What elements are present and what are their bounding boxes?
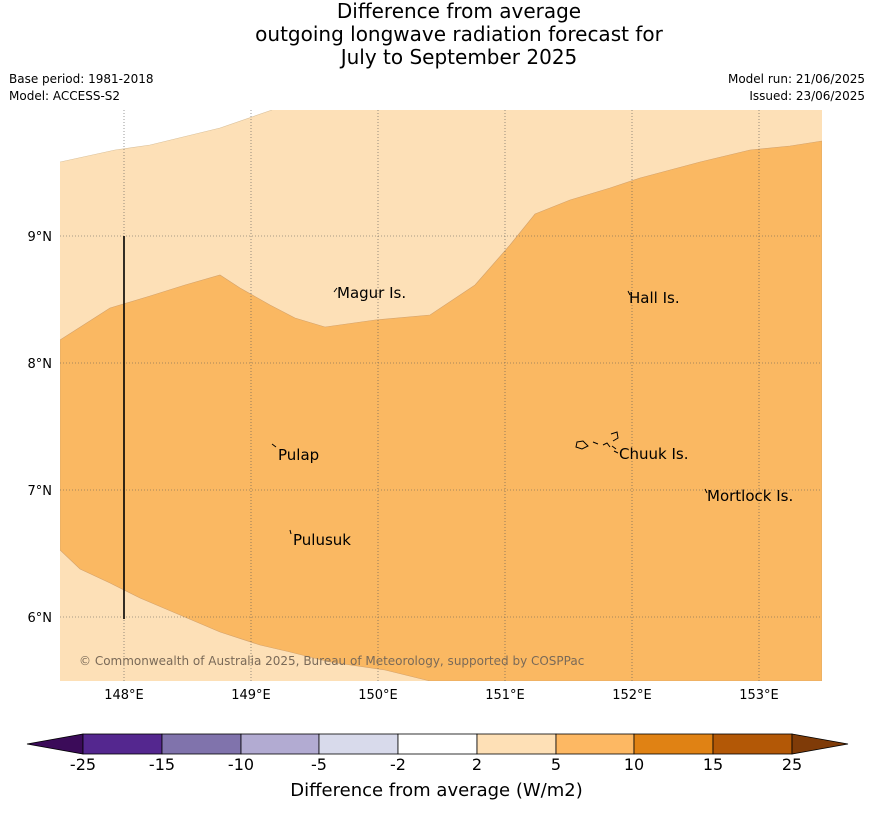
model-run: Model run: 21/06/2025 bbox=[727, 72, 865, 86]
lon-label-149e: 149°E bbox=[231, 688, 271, 703]
colorbar-bin-2 bbox=[161, 733, 242, 755]
lon-label-150e: 150°E bbox=[358, 688, 398, 703]
colorbar-bin-5 bbox=[397, 733, 478, 755]
meta-left: Base period: 1981-2018 Model: ACCESS-S2 bbox=[9, 71, 154, 105]
colorbar-tick: 2 bbox=[471, 755, 483, 774]
lat-label-8n: 8°N bbox=[28, 357, 53, 372]
colorbar-tick: -5 bbox=[311, 755, 327, 774]
anomaly-region-5-10 bbox=[60, 140, 822, 681]
meta-right: Model run: 21/06/2025 Issued: 23/06/2025 bbox=[728, 71, 865, 105]
colorbar-tick: 15 bbox=[702, 755, 724, 774]
lon-label-148e: 148°E bbox=[104, 688, 144, 703]
lon-label-153e: 153°E bbox=[739, 688, 779, 703]
model-name: Model: ACCESS-S2 bbox=[9, 89, 121, 103]
colorbar-tick: -10 bbox=[227, 755, 255, 774]
mortlock-island bbox=[704, 488, 708, 494]
place-label-magur: Magur Is. bbox=[337, 284, 406, 302]
colorbar-bin-7 bbox=[555, 733, 635, 755]
colorbar-extend-low bbox=[26, 733, 84, 755]
colorbar-bin-9 bbox=[712, 733, 793, 755]
copyright-notice: © Commonwealth of Australia 2025, Bureau… bbox=[79, 654, 584, 668]
magur-island bbox=[333, 287, 338, 293]
islands bbox=[271, 287, 708, 535]
place-label-hall: Hall Is. bbox=[629, 289, 680, 307]
chuuk-lagoon bbox=[575, 431, 619, 454]
map-top-edge bbox=[60, 110, 822, 162]
title-line-3: July to September 2025 bbox=[340, 45, 578, 69]
lat-label-7n: 7°N bbox=[28, 484, 53, 499]
colorbar bbox=[26, 733, 849, 755]
map-area: Magur Is. Hall Is. Pulap Chuuk Is. Mortl… bbox=[60, 110, 822, 681]
place-label-pulap: Pulap bbox=[278, 446, 319, 464]
title-line-1: Difference from average bbox=[336, 0, 582, 23]
base-period: Base period: 1981-2018 bbox=[9, 72, 154, 86]
place-label-chuuk: Chuuk Is. bbox=[619, 445, 688, 463]
colorbar-tick: 10 bbox=[623, 755, 645, 774]
colorbar-bin-8 bbox=[633, 733, 714, 755]
pulusuk-island bbox=[289, 529, 292, 535]
colorbar-tick: 25 bbox=[781, 755, 803, 774]
lon-label-151e: 151°E bbox=[485, 688, 525, 703]
colorbar-bin-6 bbox=[476, 733, 557, 755]
pulap-island bbox=[271, 443, 277, 448]
colorbar-title: Difference from average (W/m2) bbox=[290, 780, 583, 801]
lat-label-6n: 6°N bbox=[28, 611, 53, 626]
hall-island bbox=[627, 290, 631, 296]
colorbar-tick-labels: -25 -15 -10 -5 -2 2 5 10 15 25 bbox=[0, 755, 873, 775]
colorbar-tick: -2 bbox=[390, 755, 406, 774]
colorbar-tick: -15 bbox=[148, 755, 176, 774]
contour-top bbox=[60, 110, 273, 163]
colorbar-extend-high bbox=[791, 733, 849, 755]
colorbar-bin-1 bbox=[82, 733, 163, 755]
colorbar-bin-4 bbox=[318, 733, 399, 755]
colorbar-bin-3 bbox=[240, 733, 320, 755]
title-line-2: outgoing longwave radiation forecast for bbox=[255, 22, 663, 46]
place-label-pulusuk: Pulusuk bbox=[293, 531, 351, 549]
place-label-mortlock: Mortlock Is. bbox=[707, 487, 793, 505]
colorbar-tick: -25 bbox=[69, 755, 97, 774]
lat-label-9n: 9°N bbox=[28, 230, 53, 245]
gridlines bbox=[60, 110, 822, 681]
issued-date: Issued: 23/06/2025 bbox=[749, 89, 865, 103]
map-title: Difference from average outgoing longwav… bbox=[0, 0, 873, 69]
lon-label-152e: 152°E bbox=[612, 688, 652, 703]
colorbar-tick: 5 bbox=[550, 755, 562, 774]
